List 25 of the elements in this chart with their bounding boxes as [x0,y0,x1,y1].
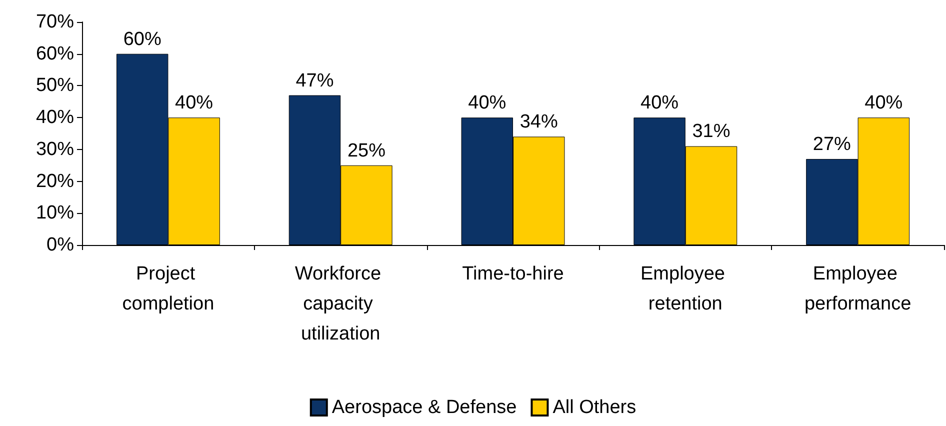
y-tick-label: 60% [36,43,74,64]
data-label: 31% [692,121,730,142]
x-tick-label: Workforce capacity utilization [294,264,386,344]
legend-label: All Others [552,397,636,418]
x-tick-label: Project completion [122,264,214,314]
y-tick-label: 20% [36,170,74,192]
x-tick-label: Employee performance [804,264,912,314]
y-tick-label: 10% [36,202,74,224]
data-label: 60% [123,28,162,50]
y-tick-label: 30% [36,138,74,160]
data-label: 40% [175,92,214,114]
data-label: 34% [520,112,558,133]
data-label: 27% [812,134,852,155]
data-label: 40% [468,92,506,114]
data-label: 40% [864,92,903,114]
y-tick-label: 0% [46,234,74,256]
data-label: 47% [296,70,334,92]
data-label: 25% [347,140,386,162]
data-label: 40% [640,92,679,114]
legend-label: Aerospace & Defense [332,397,517,418]
x-tick-label: Employee retention [640,264,730,314]
y-tick-label: 40% [36,107,74,128]
y-tick-label: 50% [36,75,74,96]
x-tick-label: Time-to-hire [462,264,564,284]
y-tick-label: 70% [36,12,74,32]
